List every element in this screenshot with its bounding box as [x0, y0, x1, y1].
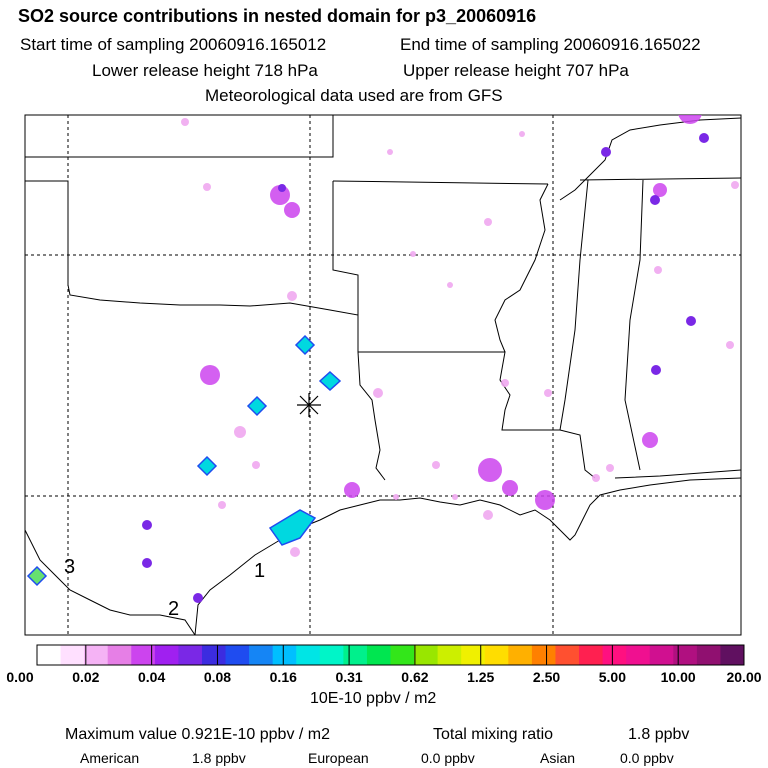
asian-value: 0.0 ppbv — [620, 750, 674, 766]
colorbar-cell — [131, 645, 156, 665]
plume-blob — [344, 482, 360, 498]
colorbar-cell — [484, 645, 509, 665]
plume-blob — [678, 115, 702, 124]
colorbar-tick-label: 0.08 — [203, 669, 232, 685]
plume-blob — [284, 202, 300, 218]
colorbar-cell — [272, 645, 297, 665]
start-time-label: Start time of sampling 20060916.165012 — [20, 35, 327, 54]
colorbar-cell — [649, 645, 674, 665]
lower-release-label: Lower release height 718 hPa — [92, 61, 318, 80]
plume-blob — [478, 458, 502, 482]
colorbar-cell — [508, 645, 533, 665]
colorbar-cell — [720, 645, 745, 665]
map-panel — [24, 114, 742, 636]
colorbar-tick-label: 20.00 — [726, 669, 762, 685]
colorbar-tick-label: 0.04 — [138, 669, 166, 685]
border-fl — [614, 469, 741, 479]
colorbar-tick-label: 0.16 — [269, 669, 297, 685]
plume-blob — [642, 432, 658, 448]
european-label: European — [308, 750, 369, 766]
american-label: American — [80, 750, 140, 766]
asterisk-icon — [297, 393, 321, 417]
coastline — [194, 477, 741, 635]
colorbar-tick-label: 0.31 — [335, 669, 363, 685]
page-title: SO2 source contributions in nested domai… — [18, 6, 537, 26]
total-mixing-value: 1.8 ppbv — [628, 726, 690, 743]
colorbar-cell — [319, 645, 344, 665]
grid-lines — [25, 115, 741, 635]
plume-blob — [502, 480, 518, 496]
colorbar-cell — [461, 645, 486, 665]
colorbar-cell — [154, 645, 179, 665]
colorbar-cell — [107, 645, 132, 665]
region-label-3: 3 — [64, 556, 76, 578]
colorbar-tick-label: 0.02 — [72, 669, 100, 685]
colorbar-tick-label: 0.62 — [401, 669, 429, 685]
border-tx-la — [357, 351, 386, 481]
colorbar-cell — [37, 645, 62, 665]
border-ok-ks — [332, 180, 549, 185]
colorbar-units: 10E-10 ppbv / m2 — [310, 690, 437, 707]
colorbar-tick-label: 10.00 — [660, 669, 696, 685]
colorbar-cell — [414, 645, 439, 665]
colorbar-cell — [201, 645, 227, 665]
border-ms-al — [559, 429, 596, 479]
asian-label: Asian — [540, 750, 576, 766]
region-label-2: 2 — [168, 598, 180, 620]
met-data-label: Meteorological data used are from GFS — [205, 86, 503, 105]
colorbar-cell — [531, 645, 556, 665]
american-value: 1.8 ppbv — [192, 750, 246, 766]
border-al-ga — [624, 179, 644, 471]
plume-blob — [535, 490, 555, 510]
border-ok-ar — [332, 181, 359, 352]
colorbar-cell — [366, 645, 391, 665]
colorbar-cell — [178, 645, 203, 665]
border-ne — [25, 115, 334, 158]
colorbar-cell — [84, 645, 109, 665]
river-miss — [494, 183, 549, 353]
colorbar-cell — [225, 645, 250, 665]
total-mixing-label: Total mixing ratio — [433, 726, 554, 743]
colorbar-cell — [343, 645, 368, 665]
max-value-label: Maximum value 0.921E-10 ppbv / m2 — [65, 726, 331, 743]
colorbar-cell — [579, 645, 604, 665]
map-frame — [24, 114, 742, 636]
colorbar-cell — [696, 645, 721, 665]
colorbar-cell — [249, 645, 274, 665]
border-ms-al-2 — [559, 179, 589, 431]
border-tn-ms — [579, 177, 741, 181]
colorbar-cell — [296, 645, 321, 665]
region-label-1: 1 — [254, 560, 266, 582]
colorbar-tick-label: 5.00 — [598, 669, 626, 685]
colorbar-cell — [602, 645, 627, 665]
upper-release-label: Upper release height 707 hPa — [403, 61, 629, 80]
colorbar-cell — [555, 645, 580, 665]
colorbar-tick-label: 0.00 — [6, 669, 34, 685]
end-time-label: End time of sampling 20060916.165022 — [400, 35, 701, 54]
colorbar-cell — [390, 645, 415, 665]
european-value: 0.0 ppbv — [421, 750, 475, 766]
colorbar-cell — [626, 645, 651, 665]
colorbar-cell — [60, 645, 85, 665]
colorbar-tick-label: 1.25 — [467, 669, 495, 685]
colorbar-cell — [437, 645, 462, 665]
colorbar-cell — [673, 645, 698, 665]
plume-blob — [653, 183, 667, 197]
border-mexico — [25, 529, 196, 635]
plume-layer — [26, 115, 739, 603]
plume-blob — [200, 365, 220, 385]
colorbar-tick-label: 2.50 — [532, 669, 561, 685]
